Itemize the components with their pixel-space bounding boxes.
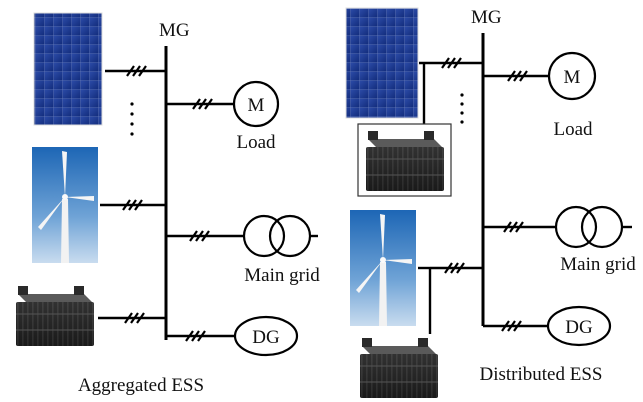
right-wind-hash	[444, 262, 465, 274]
left-wind-turbine	[32, 147, 98, 263]
right-dg-symbol: DG	[546, 305, 612, 347]
right-ellipsis	[460, 93, 464, 124]
svg-text:M: M	[564, 67, 581, 88]
left-motor-symbol: M	[232, 80, 280, 128]
left-load-label: Load	[236, 132, 276, 153]
left-mg-label: MG	[159, 20, 190, 41]
left-solar-panel	[33, 12, 103, 126]
left-load-hash	[192, 98, 213, 110]
right-main-grid-label: Main grid	[560, 254, 636, 275]
right-solar-battery	[357, 123, 452, 197]
right-solar-hash	[441, 57, 462, 69]
left-dg-hash	[185, 330, 206, 342]
right-caption: Distributed ESS	[480, 364, 603, 385]
left-main-grid-label: Main grid	[244, 265, 320, 286]
svg-text:M: M	[248, 95, 265, 116]
left-battery-hash	[124, 312, 145, 324]
left-grid-hash	[189, 230, 210, 242]
right-wind-turbine	[350, 210, 416, 326]
left-battery	[15, 285, 95, 347]
right-load-hash	[507, 70, 528, 82]
left-transformer-symbol	[242, 214, 312, 258]
left-wind-hash	[122, 199, 143, 211]
right-dg-hash	[501, 320, 522, 332]
right-load-label: Load	[553, 119, 593, 140]
right-solar-panel	[345, 7, 419, 119]
right-grid-hash	[503, 221, 524, 233]
right-transformer-symbol	[554, 205, 624, 249]
left-caption: Aggregated ESS	[78, 375, 204, 396]
svg-text:DG: DG	[252, 327, 280, 348]
aggregated-ess-panel: MG	[15, 12, 320, 396]
left-dg-symbol: DG	[233, 315, 299, 357]
left-solar-hash	[126, 65, 147, 77]
distributed-ess-panel: MG	[345, 7, 636, 399]
svg-text:DG: DG	[565, 317, 593, 338]
right-mg-label: MG	[471, 7, 502, 28]
right-wind-battery	[359, 337, 439, 399]
left-ellipsis	[130, 102, 134, 136]
right-motor-symbol: M	[547, 51, 597, 101]
